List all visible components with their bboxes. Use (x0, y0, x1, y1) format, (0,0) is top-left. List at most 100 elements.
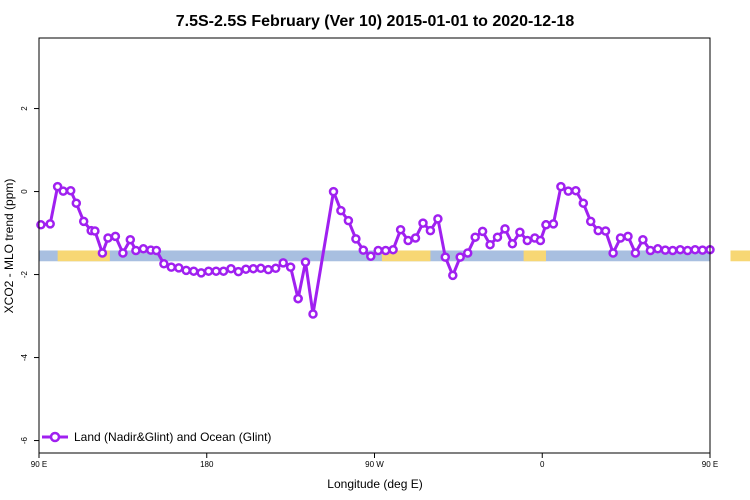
data-point-1-3 (328, 186, 339, 197)
data-point-2-19 (682, 245, 693, 256)
data-point-0-31 (256, 263, 266, 274)
legend: Land (Nadir&Glint) and Ocean (Glint) (42, 430, 271, 444)
data-point-2-0 (541, 220, 551, 230)
data-point-2-10 (615, 233, 626, 243)
data-point-0-25 (211, 266, 221, 276)
data-point-0-5 (71, 198, 82, 208)
data-point-1-27 (507, 239, 518, 249)
data-point-2-11 (623, 231, 633, 242)
land-band-1 (381, 250, 431, 262)
y-tick-label-1: -4 (20, 353, 29, 361)
data-point-1-18 (440, 252, 451, 262)
data-point-1-5 (343, 215, 354, 226)
data-point-1-1 (300, 257, 311, 267)
data-point-0-22 (188, 266, 199, 276)
x-axis: 90 E 180 90 W 0 90 E (31, 453, 718, 469)
x-axis-label: Longitude (deg E) (327, 477, 422, 491)
data-point-1-20 (455, 252, 465, 262)
data-point-2-14 (645, 245, 656, 256)
data-point-0-15 (138, 244, 149, 254)
data-point-0-12 (118, 248, 128, 258)
y-axis-label: XCO2 - MLO trend (ppm) (2, 179, 16, 314)
land-band-3 (730, 250, 750, 262)
legend-label: Land (Nadir&Glint) and Ocean (Glint) (74, 430, 271, 444)
data-point-1-23 (477, 226, 488, 237)
data-point-1-8 (366, 251, 376, 262)
data-point-0-32 (263, 264, 274, 275)
y-tick-label-3: 0 (20, 189, 29, 194)
data-point-1-28 (515, 227, 525, 237)
x-tick-label-3: 0 (540, 460, 545, 469)
data-point-0-35 (285, 262, 296, 272)
data-point-0-34 (278, 258, 288, 268)
data-point-0-18 (159, 259, 169, 269)
data-point-2-1 (548, 219, 559, 229)
legend-marker (49, 431, 61, 443)
data-point-2-3 (563, 186, 574, 196)
data-point-1-11 (388, 244, 398, 255)
data-point-1-15 (418, 218, 428, 228)
data-point-2-21 (697, 245, 708, 255)
data-point-0-3 (58, 186, 68, 196)
x-tick-label-0: 90 E (31, 460, 47, 469)
x-tick-label-2: 90 W (365, 460, 384, 469)
data-point-0-4 (65, 185, 76, 196)
x-tick-label-1: 180 (200, 460, 214, 469)
data-point-2-4 (571, 185, 581, 196)
data-point-2-12 (630, 248, 641, 258)
y-axis: -6 -4 -2 0 2 (20, 106, 39, 444)
chart-title: 7.5S-2.5S February (Ver 10) 2015-01-01 t… (176, 13, 575, 30)
data-point-0-26 (218, 266, 229, 276)
data-point-0-8 (90, 226, 100, 236)
y-tick-label-0: -6 (20, 436, 29, 444)
data-point-0-21 (181, 265, 191, 276)
data-point-0-9 (97, 248, 108, 258)
data-point-1-9 (373, 245, 383, 256)
data-point-0-14 (131, 245, 141, 256)
data-point-2-2 (556, 181, 566, 192)
data-point-2-17 (667, 245, 678, 256)
data-point-2-7 (593, 225, 603, 236)
x-tick-label-4: 90 E (702, 460, 718, 469)
data-point-0-30 (248, 263, 259, 274)
data-point-0-10 (103, 233, 113, 243)
data-point-2-8 (600, 226, 611, 236)
data-point-2-13 (638, 234, 648, 245)
data-point-1-16 (425, 225, 436, 236)
data-point-0-29 (241, 264, 251, 274)
land-band-0 (57, 250, 110, 262)
data-point-0-27 (226, 263, 236, 274)
data-point-1-31 (535, 235, 546, 246)
land-band-2 (523, 250, 546, 262)
data-point-1-7 (358, 245, 369, 255)
data-point-2-18 (675, 244, 685, 255)
data-point-2-15 (653, 244, 663, 254)
data-point-1-17 (433, 214, 443, 224)
data-point-2-5 (578, 198, 589, 208)
data-point-0-11 (110, 231, 121, 242)
data-point-1-21 (462, 248, 473, 258)
series-line-0-2 (545, 185, 711, 255)
data-point-1-12 (395, 224, 406, 235)
data-point-1-24 (485, 239, 495, 250)
data-point-0-19 (166, 262, 177, 272)
data-point-1-19 (448, 270, 458, 281)
data-point-2-16 (660, 245, 671, 255)
data-point-0-28 (233, 266, 244, 277)
data-point-1-4 (336, 205, 346, 216)
data-point-1-0 (293, 293, 303, 304)
data-point-1-2 (308, 309, 318, 319)
data-point-0-6 (78, 216, 89, 227)
data-point-2-6 (585, 216, 596, 227)
data-point-0-33 (270, 263, 281, 274)
data-point-0-20 (174, 263, 184, 273)
data-point-0-1 (45, 219, 55, 229)
data-point-0-24 (203, 266, 214, 276)
data-point-2-20 (690, 244, 700, 255)
data-point-1-10 (380, 245, 391, 256)
y-tick-label-4: 2 (20, 106, 29, 111)
data-point-1-26 (500, 224, 510, 234)
data-point-0-13 (125, 234, 136, 245)
data-point-2-9 (608, 248, 618, 258)
